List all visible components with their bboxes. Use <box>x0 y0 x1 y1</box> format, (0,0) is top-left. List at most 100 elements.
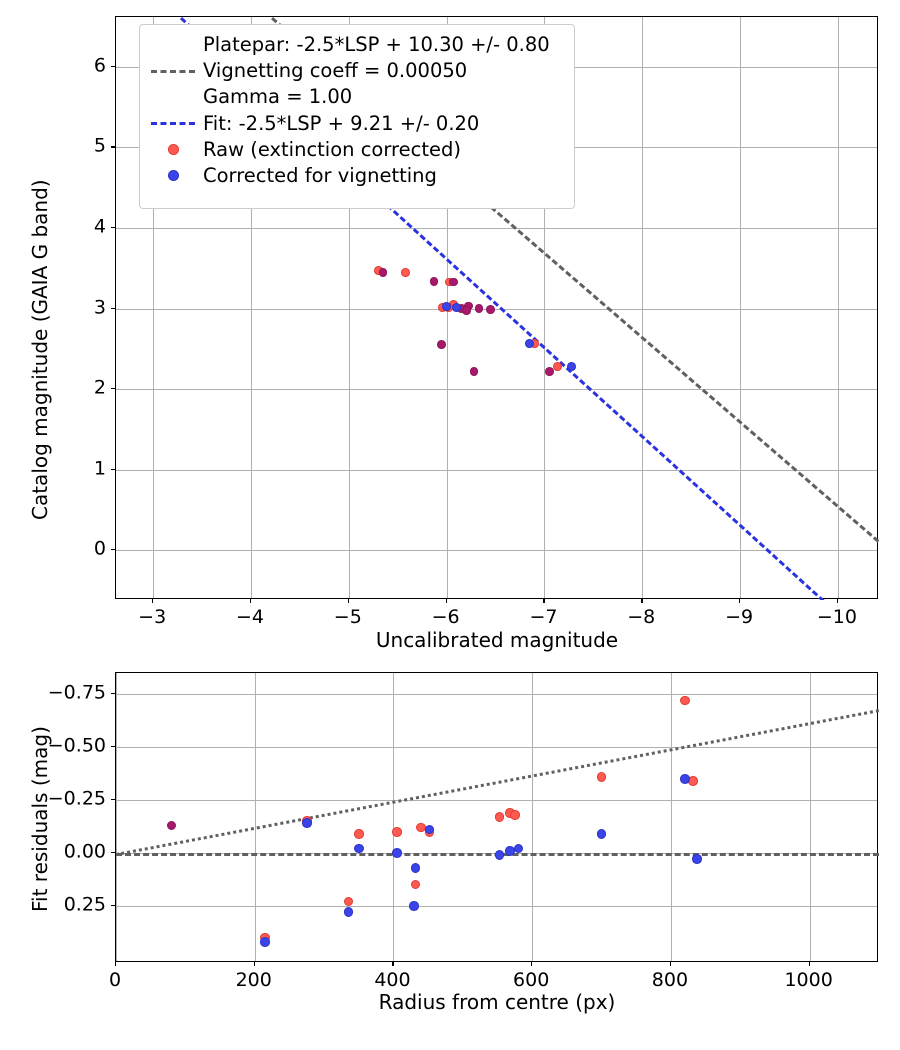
scatter-point <box>442 302 452 312</box>
gridline-horizontal <box>116 469 877 471</box>
scatter-point <box>567 362 577 371</box>
scatter-point <box>474 304 484 313</box>
legend-key-dashed-blue <box>149 110 197 136</box>
y-tick-label: 0 <box>93 537 106 560</box>
scatter-point <box>410 879 421 890</box>
x-tick <box>543 599 545 603</box>
legend-label-gamma: Gamma = 1.00 <box>203 85 353 108</box>
scatter-point <box>353 829 364 839</box>
x-tick <box>392 962 394 966</box>
scatter-point <box>449 277 458 287</box>
scatter-point <box>260 937 270 947</box>
x-tick-label: 0 <box>108 969 122 991</box>
y-tick-label: −0.25 <box>47 787 106 810</box>
gridline-vertical <box>348 17 350 598</box>
scatter-point <box>424 824 435 835</box>
scatter-point <box>494 812 505 822</box>
scatter-layer <box>116 673 879 963</box>
scatter-point <box>392 848 402 858</box>
legend-entry-fit: Fit: -2.5*LSP + 9.21 +/- 0.20 <box>149 110 565 136</box>
y-tick-label: 6 <box>93 54 106 77</box>
scatter-point <box>688 776 698 786</box>
x-tick-label: −3 <box>138 606 167 628</box>
x-tick-label: −7 <box>529 606 558 628</box>
scatter-point <box>596 829 607 839</box>
x-tick-label: 800 <box>651 969 689 991</box>
y-tick <box>111 851 115 854</box>
y-tick-label: 3 <box>93 296 106 318</box>
y-tick <box>111 799 115 801</box>
x-tick-label: −6 <box>431 606 460 628</box>
x-tick <box>808 962 810 966</box>
legend-key-dot-red <box>149 136 197 162</box>
legend: Platepar: -2.5*LSP + 10.30 +/- 0.80 Vign… <box>139 24 575 209</box>
scatter-point <box>513 843 524 854</box>
scatter-layer <box>116 17 879 600</box>
dashed-line-icon <box>151 121 195 125</box>
y-tick <box>111 307 115 309</box>
gridline-horizontal <box>116 694 877 696</box>
gridline-horizontal <box>116 747 877 749</box>
gridline-vertical <box>642 17 644 598</box>
scatter-point <box>469 366 479 376</box>
scatter-point <box>353 843 364 854</box>
scatter-point <box>452 303 461 313</box>
y-tick <box>111 693 115 695</box>
x-tick-label: −9 <box>725 606 754 628</box>
scatter-point <box>692 854 703 865</box>
scatter-point <box>301 818 312 829</box>
x-tick <box>253 962 256 966</box>
scatter-point <box>596 771 607 782</box>
scatter-marker-icon <box>167 169 179 181</box>
x-tick-label: −8 <box>627 606 656 628</box>
axis-label-x-bottom: Radius from centre (px) <box>378 990 616 1014</box>
scatter-marker-icon <box>167 143 179 155</box>
y-tick-label: −0.50 <box>47 734 106 757</box>
scatter-point <box>409 901 420 911</box>
gridline-vertical <box>740 17 742 598</box>
axis-label-y-top: Catalog magnitude (GAIA G band) <box>28 179 52 520</box>
gridline-horizontal <box>116 550 877 552</box>
scatter-point <box>552 362 562 371</box>
scatter-point <box>510 810 520 820</box>
scatter-point <box>461 305 471 315</box>
legend-label-corrected: Corrected for vignetting <box>203 163 437 187</box>
y-tick <box>111 388 115 390</box>
x-tick <box>152 599 154 603</box>
gridline-vertical <box>153 17 155 598</box>
x-tick <box>669 962 672 966</box>
axis-label-x-top: Uncalibrated magnitude <box>375 628 619 652</box>
y-tick-label: 2 <box>93 376 106 399</box>
legend-entry-platepar: Platepar: -2.5*LSP + 10.30 +/- 0.80 Vign… <box>149 32 565 110</box>
gridline-vertical <box>254 673 256 961</box>
y-tick <box>111 226 115 229</box>
y-tick <box>111 65 115 68</box>
y-tick <box>111 468 115 470</box>
y-tick <box>111 146 115 148</box>
x-tick <box>531 962 533 966</box>
scatter-point <box>437 340 447 350</box>
x-tick <box>641 599 643 603</box>
scatter-point <box>343 896 354 907</box>
scatter-point <box>679 695 690 706</box>
gridline-horizontal <box>116 905 877 907</box>
y-tick <box>111 549 115 551</box>
x-tick <box>249 599 252 603</box>
legend-entry-corrected: Corrected for vignetting <box>149 162 565 188</box>
x-tick-label: 1000 <box>784 969 833 991</box>
scatter-point <box>343 907 354 917</box>
gridline-vertical <box>250 17 252 598</box>
x-tick <box>739 599 741 603</box>
scatter-point <box>679 774 690 784</box>
legend-label-raw: Raw (extinction corrected) <box>203 137 461 161</box>
legend-label-platepar: Platepar: -2.5*LSP + 10.30 +/- 0.80 <box>203 33 550 56</box>
y-tick-label: 5 <box>93 134 106 157</box>
gridline-vertical <box>670 673 672 961</box>
y-tick-label: 1 <box>93 457 106 480</box>
scatter-point <box>429 276 439 286</box>
legend-key-dashed-gray <box>149 69 197 73</box>
y-tick-label: 4 <box>93 215 106 238</box>
gridline-vertical <box>809 673 811 961</box>
legend-label-fit: Fit: -2.5*LSP + 9.21 +/- 0.20 <box>203 111 480 135</box>
